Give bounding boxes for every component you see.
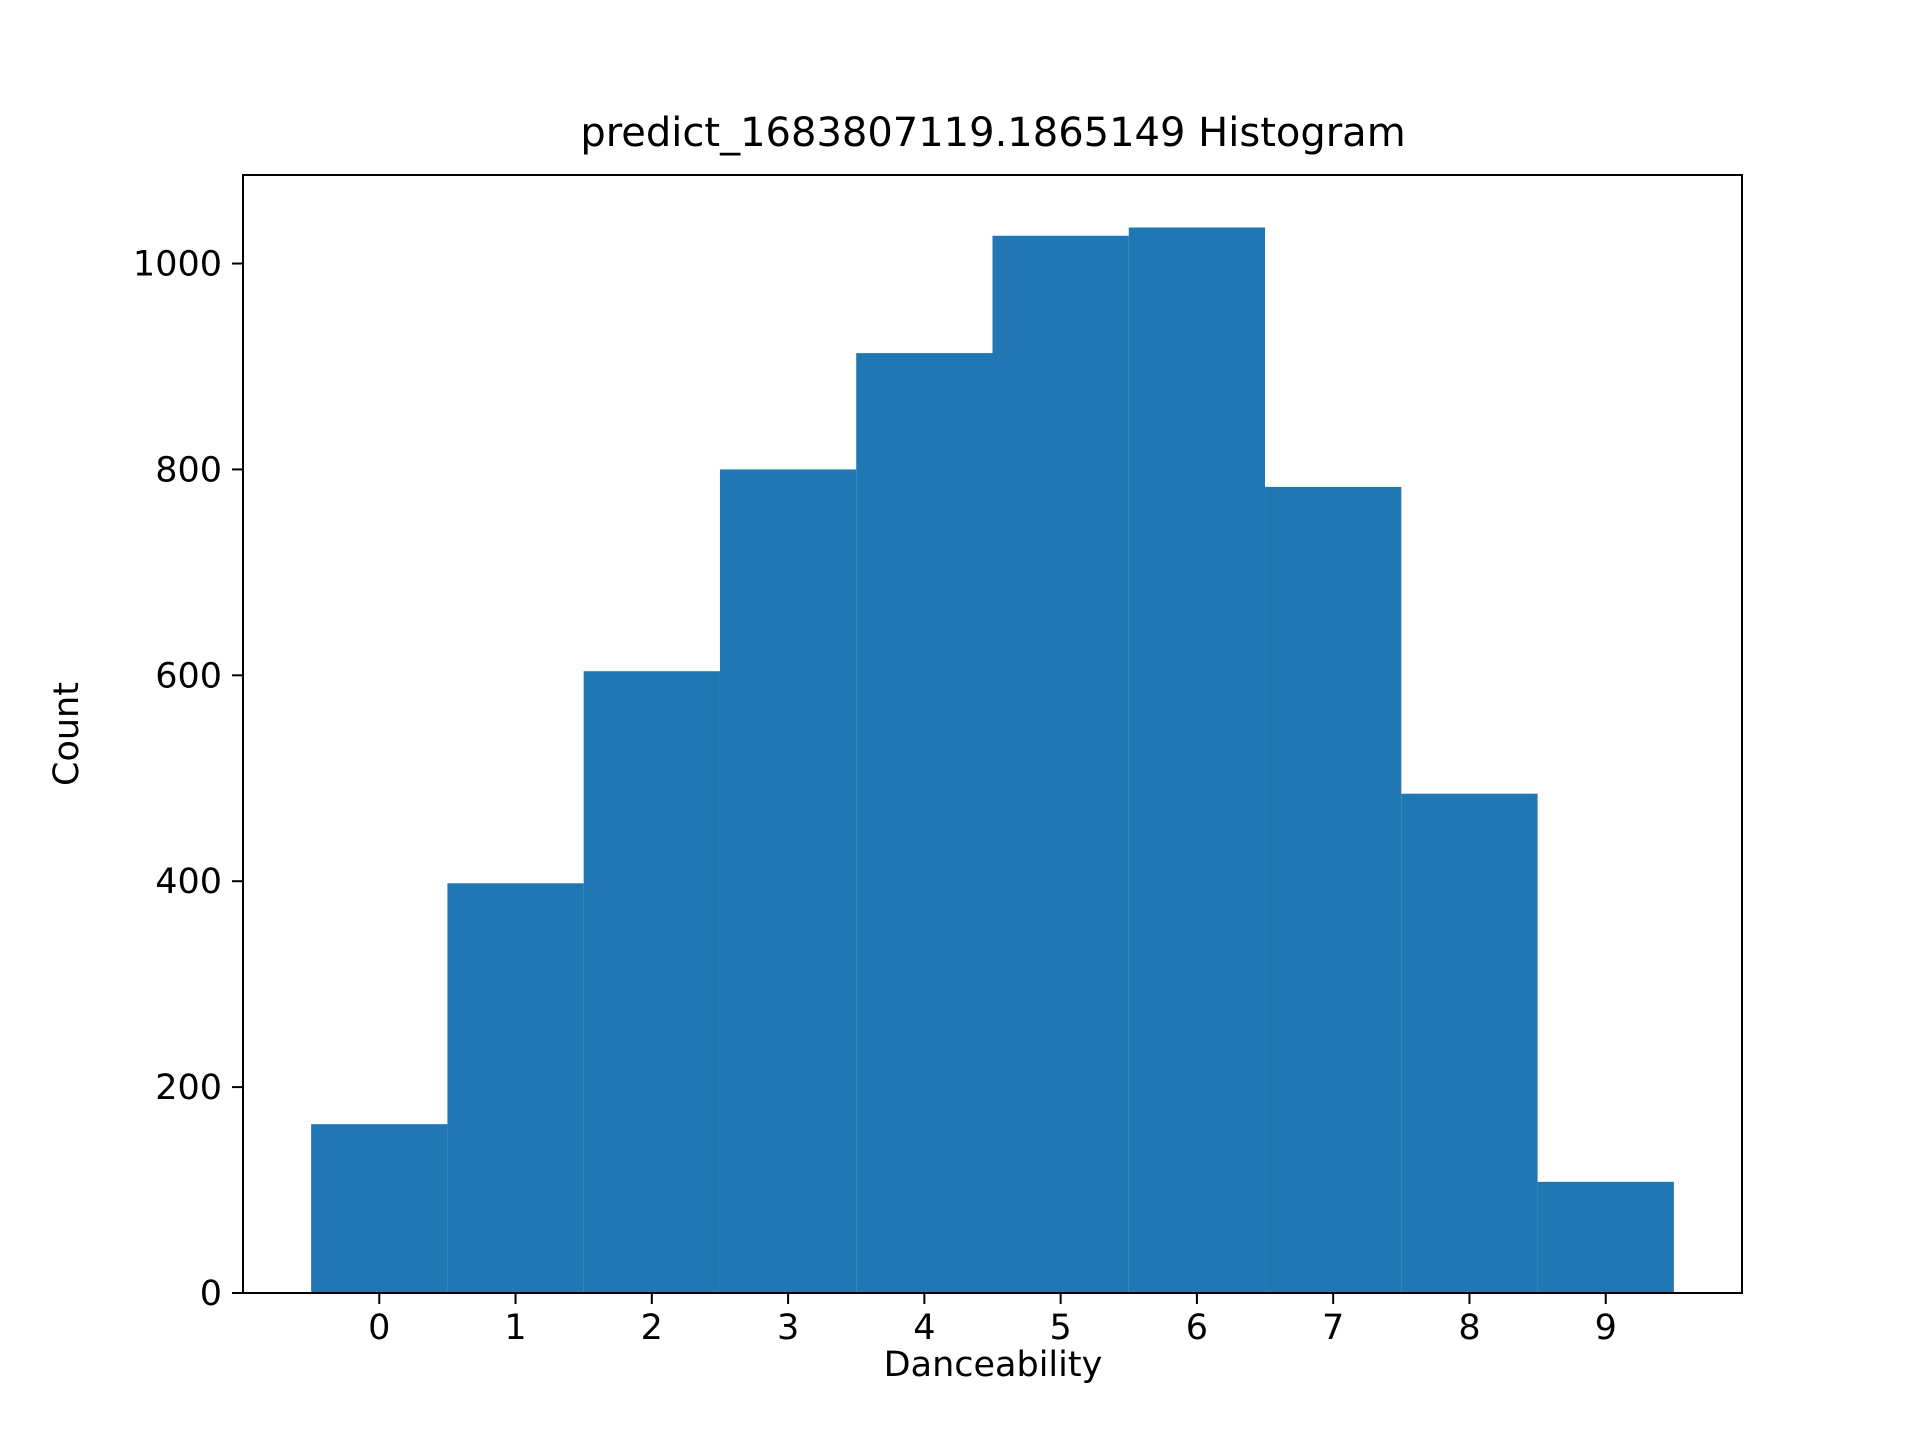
plot-frame: [242, 174, 1743, 1294]
x-tick-label: 0: [368, 1308, 390, 1348]
histogram-bar-7: [1265, 486, 1402, 1293]
y-tick-label: 200: [155, 1068, 222, 1108]
y-axis-ticks: 0 200 400 600 800 1000: [133, 245, 243, 1314]
x-tick-label: 8: [1458, 1308, 1480, 1348]
histogram-bar-1: [447, 883, 584, 1293]
chart-title: predict_1683807119.1865149 Histogram: [580, 110, 1405, 156]
y-tick-label: 600: [155, 656, 222, 696]
x-tick-label: 4: [913, 1308, 935, 1348]
histogram-bar-2: [583, 671, 720, 1293]
histogram-bars: [311, 227, 1674, 1293]
y-tick-label: 1000: [133, 245, 222, 285]
x-tick-label: 7: [1322, 1308, 1344, 1348]
x-tick-label: 1: [504, 1308, 526, 1348]
y-tick-label: 800: [155, 450, 222, 490]
x-tick-label: 6: [1186, 1308, 1208, 1348]
x-tick-label: 9: [1595, 1308, 1617, 1348]
histogram-bar-5: [992, 235, 1129, 1293]
y-tick-label: 400: [155, 862, 222, 902]
histogram-bar-0: [311, 1124, 448, 1293]
histogram-bar-9: [1537, 1181, 1674, 1293]
x-tick-label: 5: [1049, 1308, 1071, 1348]
x-axis-ticks: 0 1 2 3 4 5 6 7 8 9: [368, 1293, 1617, 1348]
histogram-bar-8: [1401, 793, 1538, 1293]
histogram-bar-4: [856, 353, 993, 1293]
histogram-bar-3: [719, 469, 857, 1293]
y-axis-label: Count: [47, 682, 87, 786]
y-tick-label: 0: [200, 1274, 222, 1314]
x-tick-label: 2: [641, 1308, 663, 1348]
histogram-bar-6: [1128, 227, 1266, 1293]
x-tick-label: 3: [777, 1308, 799, 1348]
x-axis-label: Danceability: [884, 1345, 1103, 1385]
